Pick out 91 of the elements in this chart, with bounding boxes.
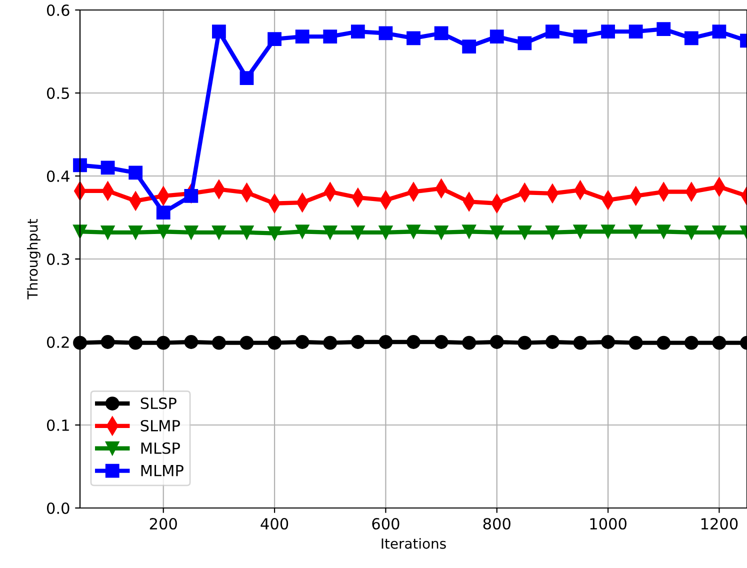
point xyxy=(378,26,393,40)
point xyxy=(268,226,282,240)
y-tick-label: 0.6 xyxy=(46,4,70,16)
legend-label: SLMP xyxy=(140,420,180,432)
point xyxy=(240,225,254,240)
point xyxy=(573,336,588,350)
point xyxy=(601,335,615,349)
y-tick-label: 0.3 xyxy=(46,253,70,266)
point xyxy=(128,166,143,180)
point xyxy=(712,225,726,240)
point xyxy=(462,224,476,239)
point xyxy=(684,31,698,46)
point xyxy=(656,22,671,36)
point xyxy=(518,336,532,350)
point xyxy=(684,225,698,240)
point xyxy=(184,188,198,203)
point xyxy=(100,160,115,175)
y-tick-label: 0.0 xyxy=(46,502,70,514)
point xyxy=(406,335,420,349)
point xyxy=(518,36,532,50)
x-tick-label: 400 xyxy=(260,518,288,530)
point xyxy=(462,40,476,54)
point xyxy=(73,336,87,350)
point xyxy=(601,24,615,39)
point xyxy=(73,158,87,172)
x-tick-label: 1000 xyxy=(590,518,626,530)
y-tick-label: 0.1 xyxy=(46,419,69,432)
point xyxy=(546,335,560,349)
point xyxy=(184,335,198,349)
point xyxy=(128,336,143,350)
point xyxy=(295,30,310,44)
legend-label: SLSP xyxy=(140,398,176,410)
point xyxy=(240,71,254,86)
point xyxy=(184,225,198,240)
point xyxy=(406,224,420,239)
y-tick-label: 0.4 xyxy=(46,170,70,182)
legend-label: MLMP xyxy=(141,464,184,476)
point xyxy=(434,335,448,349)
point xyxy=(712,24,726,39)
point xyxy=(518,225,532,240)
point xyxy=(295,224,310,239)
point xyxy=(406,31,420,46)
x-tick-label: 600 xyxy=(372,518,400,530)
point xyxy=(156,224,170,239)
y-tick-label: 0.2 xyxy=(46,336,69,348)
point xyxy=(462,336,476,350)
point xyxy=(434,225,448,240)
point xyxy=(212,225,226,240)
point xyxy=(240,336,254,350)
point xyxy=(100,335,115,349)
point xyxy=(128,225,143,240)
point xyxy=(712,336,726,350)
point xyxy=(573,224,588,239)
y-axis-title: Throughput xyxy=(26,219,40,300)
point xyxy=(490,335,504,349)
point xyxy=(490,30,504,44)
point xyxy=(268,32,282,46)
point xyxy=(546,225,560,240)
point xyxy=(378,225,393,240)
point xyxy=(434,26,448,40)
point xyxy=(350,24,365,39)
point xyxy=(350,225,365,240)
point xyxy=(323,225,338,240)
point xyxy=(268,336,282,350)
point xyxy=(684,336,698,350)
point xyxy=(601,224,615,239)
point xyxy=(323,336,338,350)
point xyxy=(212,24,226,39)
x-tick-label: 1200 xyxy=(701,518,738,530)
point xyxy=(73,224,87,239)
point xyxy=(323,30,338,44)
point xyxy=(295,335,310,349)
point xyxy=(378,335,393,349)
point xyxy=(212,336,226,350)
legend-label: MLSP xyxy=(141,442,180,454)
point xyxy=(156,206,170,220)
x-tick-label: 200 xyxy=(150,518,177,530)
point xyxy=(350,335,365,349)
y-tick-label: 0.5 xyxy=(46,87,69,100)
point xyxy=(573,30,588,44)
x-axis-title: Iterations xyxy=(382,538,446,549)
point xyxy=(628,336,643,350)
point xyxy=(546,24,560,39)
point xyxy=(156,336,170,350)
x-tick-label: 800 xyxy=(483,518,510,530)
point xyxy=(656,336,671,350)
point xyxy=(628,24,643,39)
point xyxy=(656,224,671,239)
point xyxy=(100,225,115,240)
point xyxy=(628,224,643,239)
point xyxy=(490,225,504,240)
